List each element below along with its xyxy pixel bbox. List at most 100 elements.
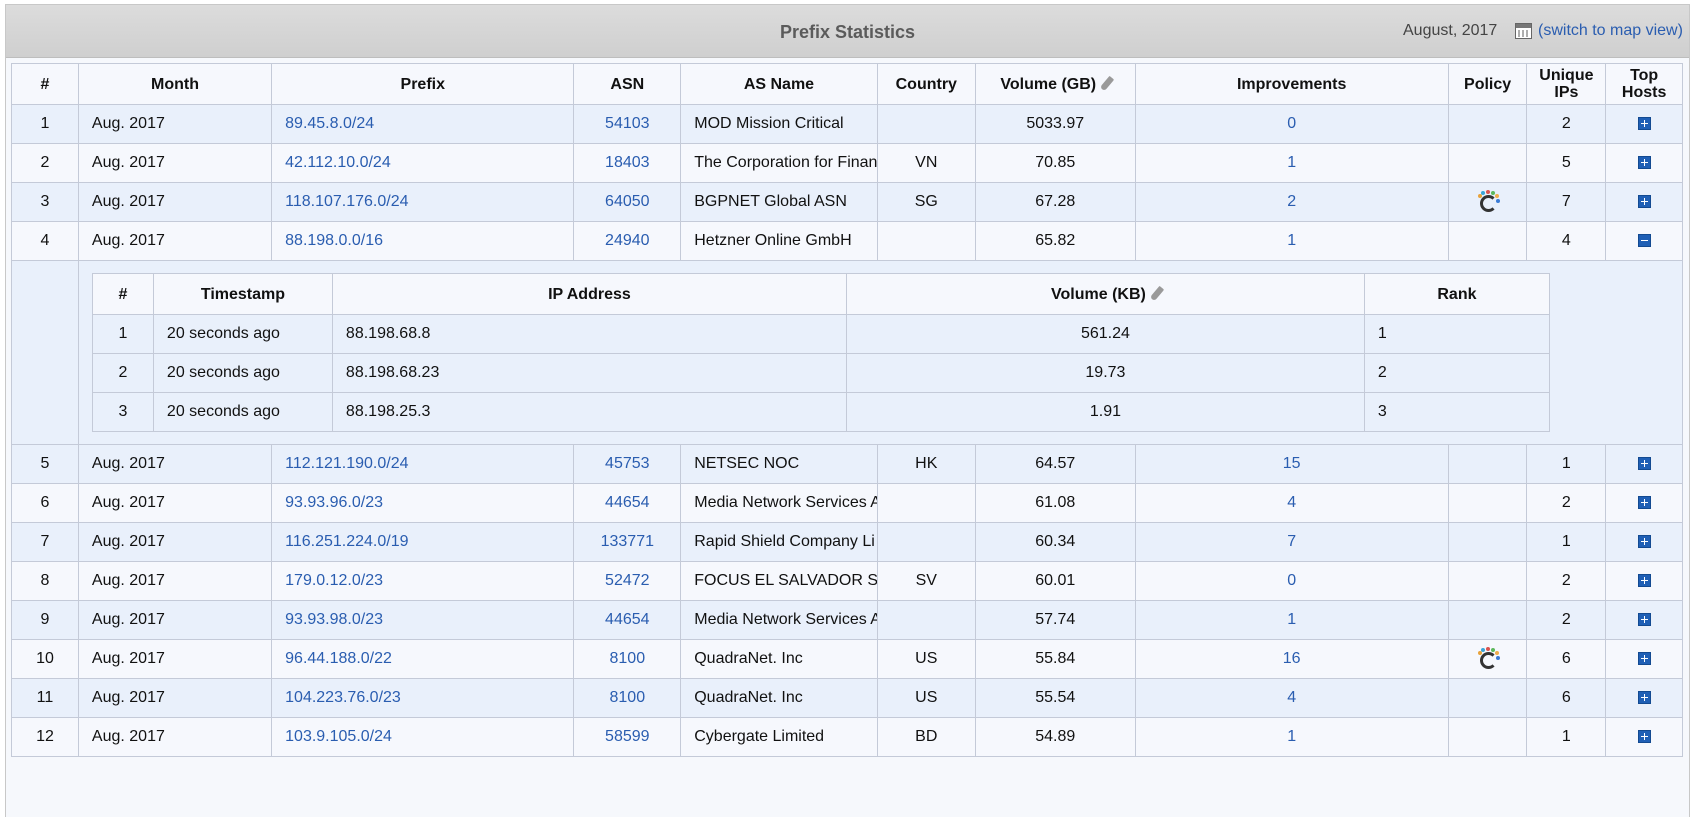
- row-volume: 60.34: [974, 522, 1136, 562]
- col-header-prefix[interactable]: Prefix: [271, 63, 575, 105]
- prefix-link[interactable]: 93.93.98.0/23: [285, 611, 384, 628]
- host-row: 2 20 seconds ago 88.198.68.23 19.73 2: [91, 353, 1550, 393]
- row-volume: 60.01: [974, 561, 1136, 601]
- asn-link[interactable]: 8100: [609, 650, 646, 667]
- col-header-volume-label: Volume (GB): [1000, 75, 1097, 93]
- prefix-link[interactable]: 93.93.96.0/23: [285, 494, 384, 511]
- table-row: 5 Aug. 2017 112.121.190.0/24 45753 NETSE…: [11, 444, 1683, 484]
- host-timestamp: 20 seconds ago: [152, 353, 333, 393]
- sub-col-header-timestamp[interactable]: Timestamp: [152, 273, 333, 315]
- detail-row: # Timestamp IP Address Volume (KB) Rank …: [11, 260, 1684, 445]
- asn-link[interactable]: 44654: [605, 611, 650, 628]
- plus-box-icon[interactable]: [1637, 117, 1651, 131]
- prefix-link[interactable]: 89.45.8.0/24: [285, 115, 375, 132]
- col-header-improvements[interactable]: Improvements: [1134, 63, 1449, 105]
- row-month: Aug. 2017: [77, 678, 273, 718]
- row-asn-cell: 8100: [573, 678, 682, 718]
- row-num: 6: [11, 483, 79, 523]
- asn-link[interactable]: 133771: [600, 533, 654, 550]
- minus-box-icon[interactable]: [1637, 234, 1651, 248]
- plus-box-icon[interactable]: [1637, 691, 1651, 705]
- improvements-link[interactable]: 4: [1287, 689, 1297, 706]
- prefix-link[interactable]: 104.223.76.0/23: [285, 689, 401, 706]
- col-header-num[interactable]: #: [11, 63, 79, 105]
- plus-box-icon[interactable]: [1637, 496, 1651, 510]
- asn-link[interactable]: 52472: [605, 572, 650, 589]
- row-num: 4: [11, 221, 79, 261]
- improvements-link[interactable]: 2: [1287, 193, 1297, 210]
- row-top-hosts-cell: [1605, 522, 1683, 562]
- row-asn-cell: 45753: [573, 444, 682, 484]
- asn-link[interactable]: 18403: [605, 154, 650, 171]
- row-country: HK: [876, 444, 976, 484]
- improvements-link[interactable]: 1: [1287, 728, 1297, 745]
- pencil-icon[interactable]: [1149, 285, 1164, 301]
- plus-box-icon[interactable]: [1637, 730, 1651, 744]
- row-as-name: Rapid Shield Company Li: [680, 522, 878, 562]
- switch-to-map-link[interactable]: (switch to map view): [1538, 22, 1683, 39]
- asn-link[interactable]: 8100: [609, 689, 646, 706]
- calendar-icon[interactable]: [1515, 23, 1532, 39]
- prefix-link[interactable]: 179.0.12.0/23: [285, 572, 384, 589]
- improvements-link[interactable]: 0: [1287, 572, 1297, 589]
- improvements-link[interactable]: 1: [1287, 154, 1297, 171]
- improvements-link[interactable]: 15: [1282, 455, 1301, 472]
- prefix-link[interactable]: 96.44.188.0/22: [285, 650, 392, 667]
- asn-link[interactable]: 58599: [605, 728, 650, 745]
- row-country: US: [876, 678, 976, 718]
- prefix-link[interactable]: 116.251.224.0/19: [285, 533, 409, 550]
- asn-link[interactable]: 24940: [605, 232, 650, 249]
- sub-col-header-rank[interactable]: Rank: [1363, 273, 1550, 315]
- col-header-unique-ips[interactable]: Unique IPs: [1526, 63, 1607, 105]
- row-country: BD: [876, 717, 976, 757]
- improvements-link[interactable]: 7: [1287, 533, 1297, 550]
- sub-col-header-num[interactable]: #: [91, 273, 154, 315]
- prefix-link[interactable]: 88.198.0.0/16: [285, 232, 384, 249]
- row-num: 8: [11, 561, 79, 601]
- asn-link[interactable]: 54103: [605, 115, 650, 132]
- plus-box-icon[interactable]: [1637, 652, 1651, 666]
- improvements-link[interactable]: 0: [1287, 115, 1297, 132]
- sub-col-header-ip[interactable]: IP Address: [331, 273, 847, 315]
- plus-box-icon[interactable]: [1637, 613, 1651, 627]
- plus-box-icon[interactable]: [1637, 195, 1651, 209]
- row-unique-ips: 6: [1526, 678, 1607, 718]
- row-volume: 65.82: [974, 221, 1136, 261]
- prefix-link[interactable]: 112.121.190.0/24: [285, 455, 409, 472]
- pencil-icon[interactable]: [1100, 75, 1115, 91]
- improvements-link[interactable]: 1: [1287, 232, 1297, 249]
- asn-link[interactable]: 44654: [605, 494, 650, 511]
- plus-box-icon[interactable]: [1637, 574, 1651, 588]
- prefix-link[interactable]: 103.9.105.0/24: [285, 728, 392, 745]
- asn-link[interactable]: 64050: [605, 193, 650, 210]
- col-header-policy[interactable]: Policy: [1447, 63, 1528, 105]
- asn-link[interactable]: 45753: [605, 455, 650, 472]
- improvements-link[interactable]: 4: [1287, 494, 1297, 511]
- row-num: 2: [11, 143, 79, 183]
- row-policy-cell: [1447, 182, 1528, 222]
- host-rank: 3: [1363, 392, 1550, 432]
- policy-icon[interactable]: [1476, 647, 1500, 671]
- row-num: 7: [11, 522, 79, 562]
- plus-box-icon[interactable]: [1637, 535, 1651, 549]
- prefix-link[interactable]: 42.112.10.0/24: [285, 154, 391, 171]
- col-header-as-name[interactable]: AS Name: [680, 63, 878, 105]
- row-asn-cell: 133771: [573, 522, 682, 562]
- improvements-link[interactable]: 16: [1282, 650, 1301, 667]
- col-header-country[interactable]: Country: [876, 63, 976, 105]
- improvements-link[interactable]: 1: [1287, 611, 1297, 628]
- table-row: 10 Aug. 2017 96.44.188.0/22 8100 QuadraN…: [11, 639, 1683, 679]
- prefix-link[interactable]: 118.107.176.0/24: [285, 193, 409, 210]
- col-header-month[interactable]: Month: [77, 63, 273, 105]
- sub-col-header-volume[interactable]: Volume (KB): [845, 273, 1365, 315]
- row-asn-cell: 24940: [573, 221, 682, 261]
- row-prefix-cell: 116.251.224.0/19: [271, 522, 575, 562]
- plus-box-icon[interactable]: [1637, 156, 1651, 170]
- col-header-asn[interactable]: ASN: [573, 63, 682, 105]
- policy-icon[interactable]: [1476, 190, 1500, 214]
- row-num: 10: [11, 639, 79, 679]
- row-policy-cell: [1447, 678, 1528, 718]
- plus-box-icon[interactable]: [1637, 457, 1651, 471]
- row-country: SG: [876, 182, 976, 222]
- col-header-volume[interactable]: Volume (GB): [974, 63, 1136, 105]
